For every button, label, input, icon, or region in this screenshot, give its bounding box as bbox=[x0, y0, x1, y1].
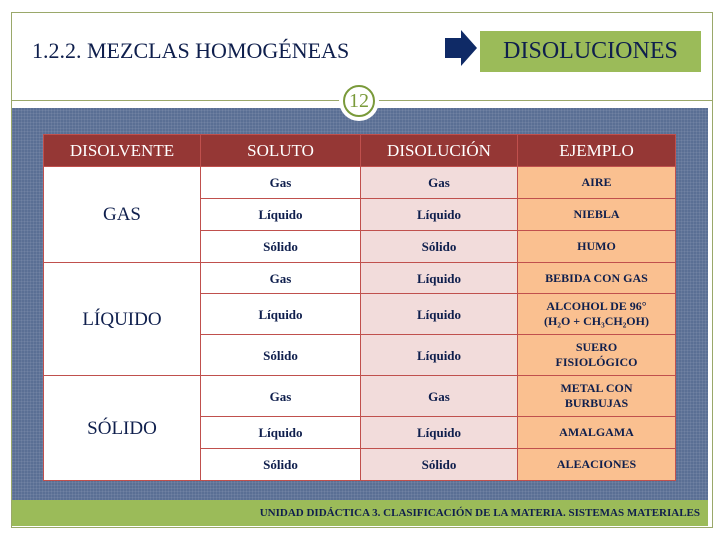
target-label: DISOLUCIONES bbox=[480, 31, 701, 72]
ejemplo-cell: NIEBLA bbox=[517, 198, 676, 231]
table-row: Sólido Sólido HUMO bbox=[44, 230, 676, 263]
page-number: 12 bbox=[343, 85, 375, 117]
ejemplo-cell: ALEACIONES bbox=[517, 448, 676, 481]
table-row: SÓLIDO Gas Gas METAL CON BURBUJAS bbox=[43, 375, 676, 481]
table-row: LÍQUIDO Gas Líquido BEBIDA CON GAS bbox=[43, 262, 676, 376]
soluto-cell: Sólido bbox=[200, 334, 361, 376]
ejemplo-cell: METAL CON BURBUJAS bbox=[517, 375, 676, 417]
ejemplo-line: FISIOLÓGICO bbox=[555, 355, 638, 369]
soluto-cell: Líquido bbox=[200, 198, 361, 231]
disolucion-cell: Líquido bbox=[360, 416, 518, 449]
ejemplo-line: METAL CON bbox=[560, 381, 633, 395]
soluto-cell: Sólido bbox=[200, 230, 361, 263]
ejemplo-line: BEBIDA CON GAS bbox=[545, 270, 648, 285]
solvent-cell: SÓLIDO bbox=[43, 375, 201, 481]
ejemplo-line: ALEACIONES bbox=[556, 457, 637, 471]
table-row: GAS Gas Gas AIRE bbox=[43, 166, 676, 263]
ejemplo-line: HUMO bbox=[577, 239, 616, 253]
disolucion-cell: Gas bbox=[360, 166, 518, 199]
ejemplo-line: AMALGAMA bbox=[559, 425, 634, 439]
ejemplo-cell: AMALGAMA bbox=[517, 416, 676, 449]
ejemplo-cell: SUERO FISIOLÓGICO bbox=[517, 334, 676, 376]
table-row: Líquido Líquido NIEBLA bbox=[44, 198, 676, 231]
ejemplo-cell: AIRE bbox=[517, 166, 676, 199]
disolucion-cell: Sólido bbox=[360, 448, 518, 481]
table-row: Sólido Sólido ALEACIONES bbox=[44, 448, 676, 481]
ejemplo-cell: ALCOHOL DE 96° (H₂O + CH₃CH₂OH) bbox=[517, 293, 676, 335]
slide-title: 1.2.2. MEZCLAS HOMOGÉNEAS bbox=[32, 38, 350, 63]
page-number-badge: 12 bbox=[339, 81, 379, 121]
soluto-cell: Gas bbox=[200, 375, 361, 417]
disolucion-cell: Líquido bbox=[360, 198, 518, 231]
solutions-table: DISOLVENTE SOLUTO DISOLUCIÓN EJEMPLO GAS… bbox=[43, 134, 676, 481]
soluto-cell: Gas bbox=[200, 262, 361, 294]
soluto-cell: Líquido bbox=[200, 293, 361, 335]
column-header: DISOLUCIÓN bbox=[360, 134, 518, 167]
ejemplo-line: SUERO bbox=[575, 340, 618, 354]
arrow-right-icon bbox=[445, 30, 477, 66]
disolucion-cell: Sólido bbox=[360, 230, 518, 263]
table-header-row: DISOLVENTE SOLUTO DISOLUCIÓN EJEMPLO bbox=[43, 134, 676, 167]
soluto-cell: Líquido bbox=[200, 416, 361, 449]
disolucion-cell: Gas bbox=[360, 375, 518, 417]
column-header: EJEMPLO bbox=[517, 134, 676, 167]
disolucion-cell: Líquido bbox=[360, 334, 518, 376]
solvent-cell: GAS bbox=[43, 166, 201, 263]
ejemplo-line: AIRE bbox=[581, 175, 612, 189]
ejemplo-line: NIEBLA bbox=[573, 207, 620, 221]
footer-bar: UNIDAD DIDÁCTICA 3. CLASIFICACIÓN DE LA … bbox=[12, 500, 708, 526]
disolucion-cell: Líquido bbox=[360, 262, 518, 294]
column-header: SOLUTO bbox=[200, 134, 361, 167]
ejemplo-line: (H₂O + CH₃CH₂OH) bbox=[544, 314, 649, 328]
ejemplo-cell: BEBIDA CON GAS bbox=[517, 262, 676, 294]
column-header: DISOLVENTE bbox=[43, 134, 201, 167]
ejemplo-cell: HUMO bbox=[517, 230, 676, 263]
ejemplo-line: BURBUJAS bbox=[564, 396, 629, 410]
ejemplo-line: ALCOHOL DE 96° bbox=[546, 299, 647, 313]
soluto-cell: Sólido bbox=[200, 448, 361, 481]
slide-frame bbox=[11, 12, 713, 528]
disolucion-cell: Líquido bbox=[360, 293, 518, 335]
soluto-cell: Gas bbox=[200, 166, 361, 199]
solvent-cell: LÍQUIDO bbox=[43, 262, 201, 376]
